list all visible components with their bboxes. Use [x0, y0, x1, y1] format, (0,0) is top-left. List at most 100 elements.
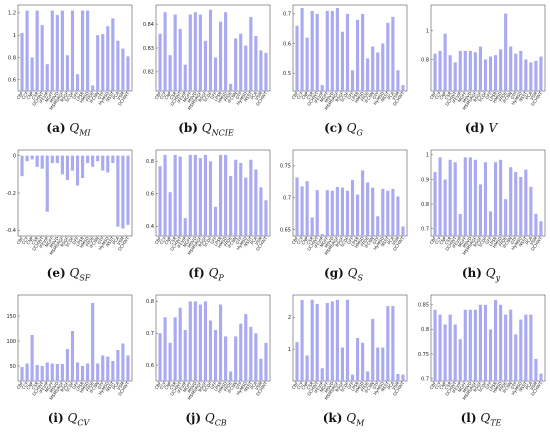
x-tick-label: LPSR	[487, 236, 497, 247]
bar	[493, 162, 497, 236]
y-tick-label: 0.8	[421, 202, 429, 208]
x-tick-label: CNP	[25, 90, 34, 100]
y-tick-label: 100	[6, 339, 16, 345]
x-tick-label: MSVD	[323, 91, 334, 104]
bar	[218, 304, 222, 381]
panel-caption: (h) Qy	[413, 266, 550, 282]
plot-frame	[292, 149, 408, 237]
metric-symbol: Q	[69, 121, 80, 135]
y-tick-label: -0.2	[6, 191, 16, 197]
bar	[25, 155, 29, 162]
chart-panel: 0.6 0.7 0.8 CBF CCF CNP CSR DCHWT IFEVIP MGFF MSVD…	[138, 290, 275, 435]
x-tick-label: SCDF	[339, 380, 350, 393]
chart-svg: 0.820.830.84CBFCCFCNPCSRDCHWTIFEVIPMGFFM…	[142, 4, 270, 111]
y-tick-label: 1	[13, 33, 16, 39]
bar	[193, 301, 197, 381]
x-tick-label: IFCNN	[364, 91, 375, 104]
bar	[453, 62, 457, 91]
x-tick-label: GTF	[234, 235, 243, 245]
y-tick-label: 0.7	[421, 226, 429, 232]
x-tick-label: CSR	[306, 91, 315, 101]
x-tick-label: CCF	[158, 235, 167, 245]
bar	[248, 326, 252, 381]
bar	[25, 10, 29, 92]
x-tick-label: MSVD	[323, 381, 334, 394]
y-tick-label: 0.8	[421, 57, 429, 63]
bar	[70, 331, 75, 381]
bar	[498, 49, 502, 91]
panel-label: (b)	[178, 121, 198, 135]
x-tick-label: LPSR	[75, 236, 85, 247]
bar	[315, 190, 319, 236]
bar	[81, 10, 85, 92]
x-tick-label: PCA	[386, 381, 395, 391]
bar	[533, 60, 537, 91]
chart-svg: 0.60.70.8CBFCCFCNPCSRDCHWTIFEVIPMGFFMSVD…	[146, 294, 270, 401]
bar	[432, 309, 437, 381]
bar	[263, 52, 268, 91]
plot-frame	[430, 294, 545, 382]
metric-subscript: P	[218, 273, 224, 283]
y-tick-label: -0.4	[6, 228, 16, 234]
chart-panel: 1 2 CBF CCF CNP CSR DCHWT IFEVIP MGFF MSVD MSMSRGF…	[275, 290, 412, 435]
bar	[178, 307, 182, 381]
chart-panel: 0.7 0.75 0.8 0.85 CBF CCF CNP CSR DCHWT IFEVIP MGF…	[413, 290, 550, 435]
bar	[458, 50, 462, 91]
x-tick-label: GTF	[509, 235, 518, 245]
bar	[233, 159, 237, 236]
x-tick-label: SCDF	[202, 380, 213, 393]
bar	[361, 13, 365, 91]
plot-frame	[155, 294, 270, 382]
chart-svg: -0.4-0.20CBFCCFCNPCSRDCHWTIFEVIPMGFFMSVD…	[6, 149, 133, 256]
x-tick-label: IFEVIP	[313, 90, 325, 104]
bar	[20, 367, 24, 381]
bar	[438, 314, 442, 381]
x-tick-label: HMSD	[79, 236, 90, 249]
x-tick-label: IFCNN	[501, 381, 512, 394]
x-tick-label: IFCNN	[226, 236, 237, 249]
bar	[498, 304, 502, 381]
x-tick-label: RSGF	[197, 380, 208, 393]
bar	[478, 46, 482, 91]
bar	[50, 363, 54, 381]
x-tick-label: CNP	[438, 235, 447, 245]
bar	[503, 13, 507, 92]
x-tick-label: CCF	[433, 380, 442, 390]
x-tick-label: IFEVIP	[38, 380, 50, 394]
bar	[30, 57, 34, 91]
chart-panel: 0.6 0.8 1 1.2 CBF CCF CNP CSR DCHWT IFEVIP MGFF MSV…	[0, 0, 137, 145]
plot-frame	[17, 4, 133, 92]
y-tick-label: 0.7	[421, 376, 429, 382]
x-tick-label: CCF	[296, 380, 305, 390]
panel-label: (j)	[185, 411, 202, 425]
y-tick-label: 150	[6, 314, 16, 320]
bar	[253, 169, 257, 236]
x-tick-label: GFF	[209, 235, 218, 245]
x-tick-label: RSGF	[472, 90, 483, 103]
bar	[106, 155, 110, 173]
x-tick-label: IFCNN	[89, 381, 100, 394]
x-tick-label: PCA	[111, 236, 120, 246]
bar	[300, 7, 304, 92]
metric-subscript: SF	[79, 273, 91, 283]
bar	[60, 155, 64, 175]
bar	[443, 179, 447, 236]
x-tick-label: MSVD	[323, 236, 334, 249]
chart-panel: -0.4 -0.2 0 CBF CCF CNP CSR DCHWT IFEVIP MGFF MSVD…	[0, 145, 137, 290]
x-tick-label: IFEVIP	[451, 235, 463, 249]
x-tick-label: GFF	[71, 380, 80, 390]
x-tick-label: CCF	[433, 90, 442, 100]
x-tick-label: NSST	[380, 380, 391, 392]
bar	[325, 302, 329, 381]
panel-label: (a)	[46, 121, 66, 135]
bar	[213, 330, 217, 381]
bar	[193, 12, 197, 92]
bar	[70, 155, 75, 171]
bar	[315, 13, 319, 91]
x-tick-label: MGFF	[44, 235, 55, 248]
x-tick-label: VSM	[116, 380, 126, 391]
metric-subscript: G	[356, 128, 363, 138]
bar	[198, 14, 202, 91]
x-tick-label: CSR	[443, 381, 452, 391]
bar	[60, 10, 64, 92]
